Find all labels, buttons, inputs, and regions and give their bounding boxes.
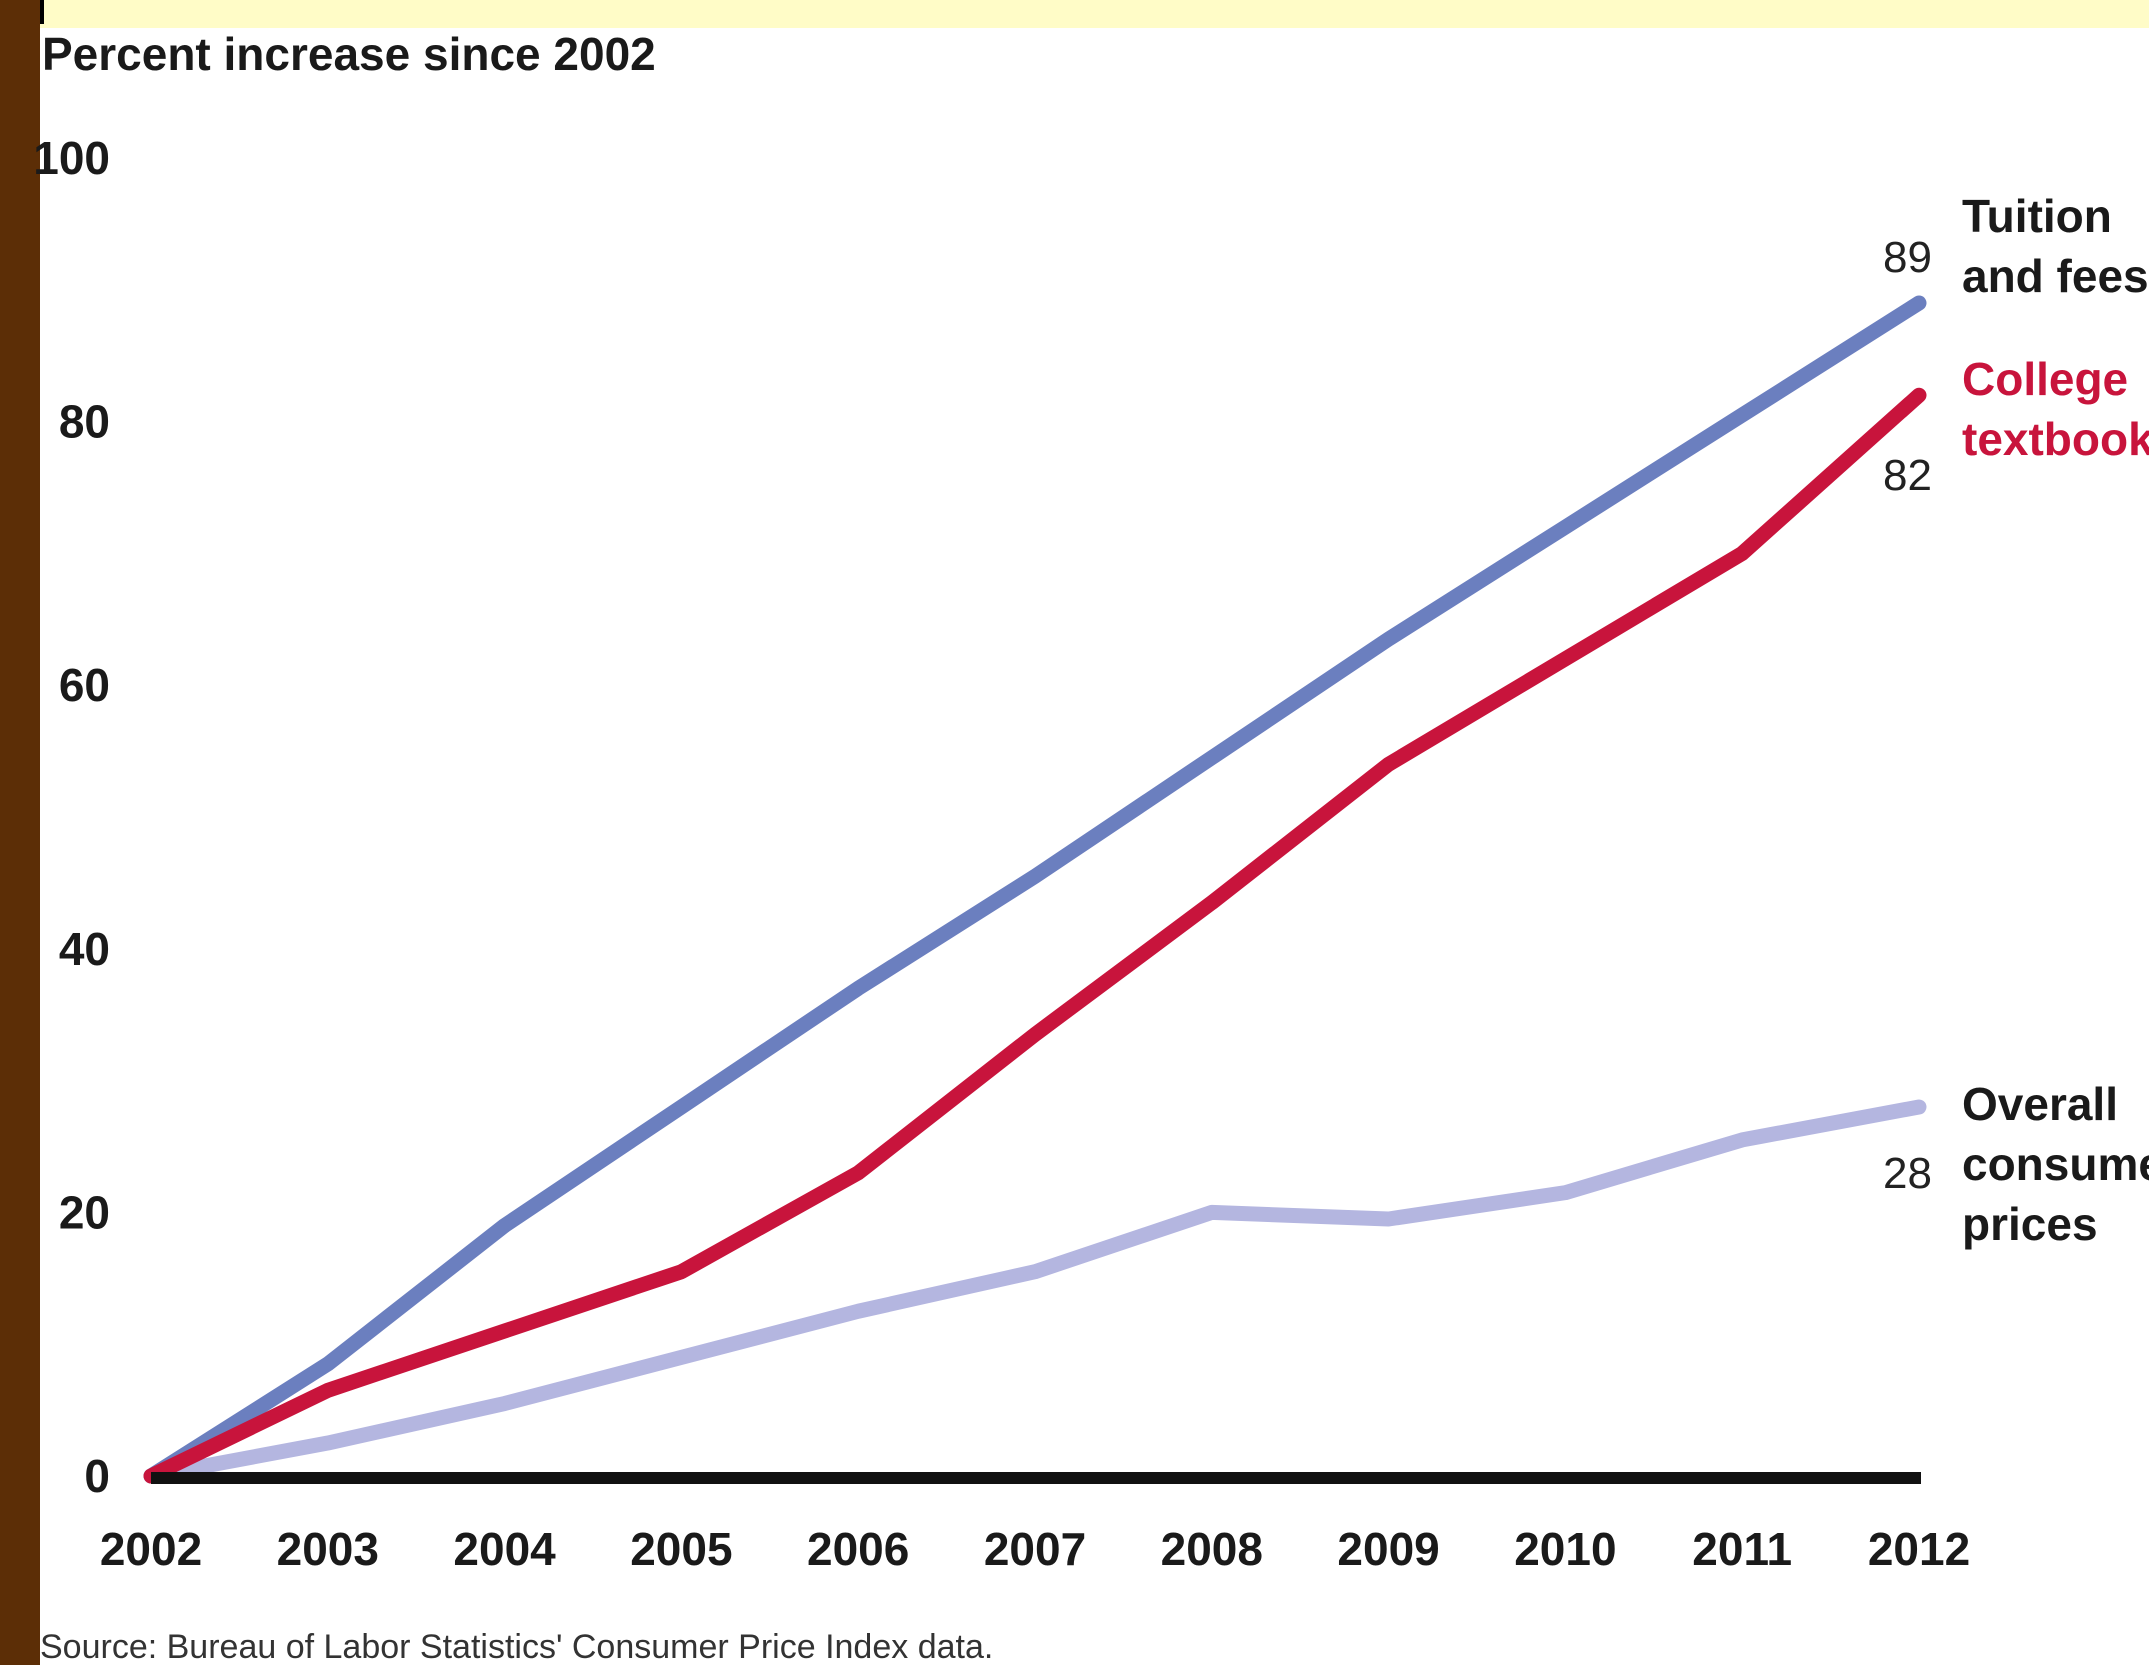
- y-tick-label: 60: [59, 659, 110, 711]
- series-name-cpi: Overall: [1962, 1078, 2118, 1130]
- x-tick-label: 2003: [277, 1523, 379, 1575]
- series-name-tuition: Tuition: [1962, 190, 2112, 242]
- series-name-tuition: and fees: [1962, 250, 2149, 302]
- x-tick-label: 2002: [100, 1523, 202, 1575]
- y-tick-label: 100: [33, 132, 110, 184]
- series-name-cpi: consumer: [1962, 1138, 2149, 1190]
- x-tick-label: 2007: [984, 1523, 1086, 1575]
- series-line-cpi: [143, 1099, 1927, 1484]
- top-edge-mark: [40, 0, 44, 24]
- x-tick-label: 2005: [630, 1523, 732, 1575]
- y-tick-label: 80: [59, 396, 110, 448]
- y-axis-label: Percent increase since 2002: [42, 28, 656, 80]
- end-value-tuition: 89: [1883, 233, 1932, 282]
- series-name-cpi: prices: [1962, 1198, 2098, 1250]
- end-value-cpi: 28: [1883, 1149, 1932, 1198]
- y-tick-label: 40: [59, 923, 110, 975]
- series-name-textbooks: College: [1962, 353, 2128, 405]
- y-tick-label: 0: [84, 1450, 110, 1502]
- x-tick-label: 2010: [1514, 1523, 1616, 1575]
- end-value-textbooks: 82: [1883, 451, 1932, 500]
- series-name-textbooks: textbooks: [1962, 413, 2149, 465]
- x-tick-label: 2012: [1868, 1523, 1970, 1575]
- series-line-textbooks: [143, 387, 1927, 1484]
- series-line-tuition: [143, 295, 1927, 1484]
- x-tick-label: 2011: [1692, 1523, 1792, 1575]
- series-labels: Tuition and fees 89 College textbooks 82 Overa…: [1883, 190, 2149, 1250]
- x-tick-label: 2009: [1337, 1523, 1439, 1575]
- left-border-bar: [0, 0, 40, 1665]
- y-tick-label: 20: [59, 1186, 110, 1238]
- x-tick-label: 2004: [453, 1523, 556, 1575]
- x-tick-label: 2006: [807, 1523, 909, 1575]
- series-lines: [143, 295, 1927, 1484]
- top-highlight-strip: [40, 0, 2149, 28]
- x-tick-labels: 2002 2003 2004 2005 2006 2007 2008 2009 2010 2011…: [100, 1523, 1970, 1575]
- x-tick-label: 2008: [1161, 1523, 1263, 1575]
- y-tick-labels: 0 20 40 60 80 100: [33, 132, 110, 1502]
- source-note: Source: Bureau of Labor Statistics' Cons…: [40, 1628, 993, 1665]
